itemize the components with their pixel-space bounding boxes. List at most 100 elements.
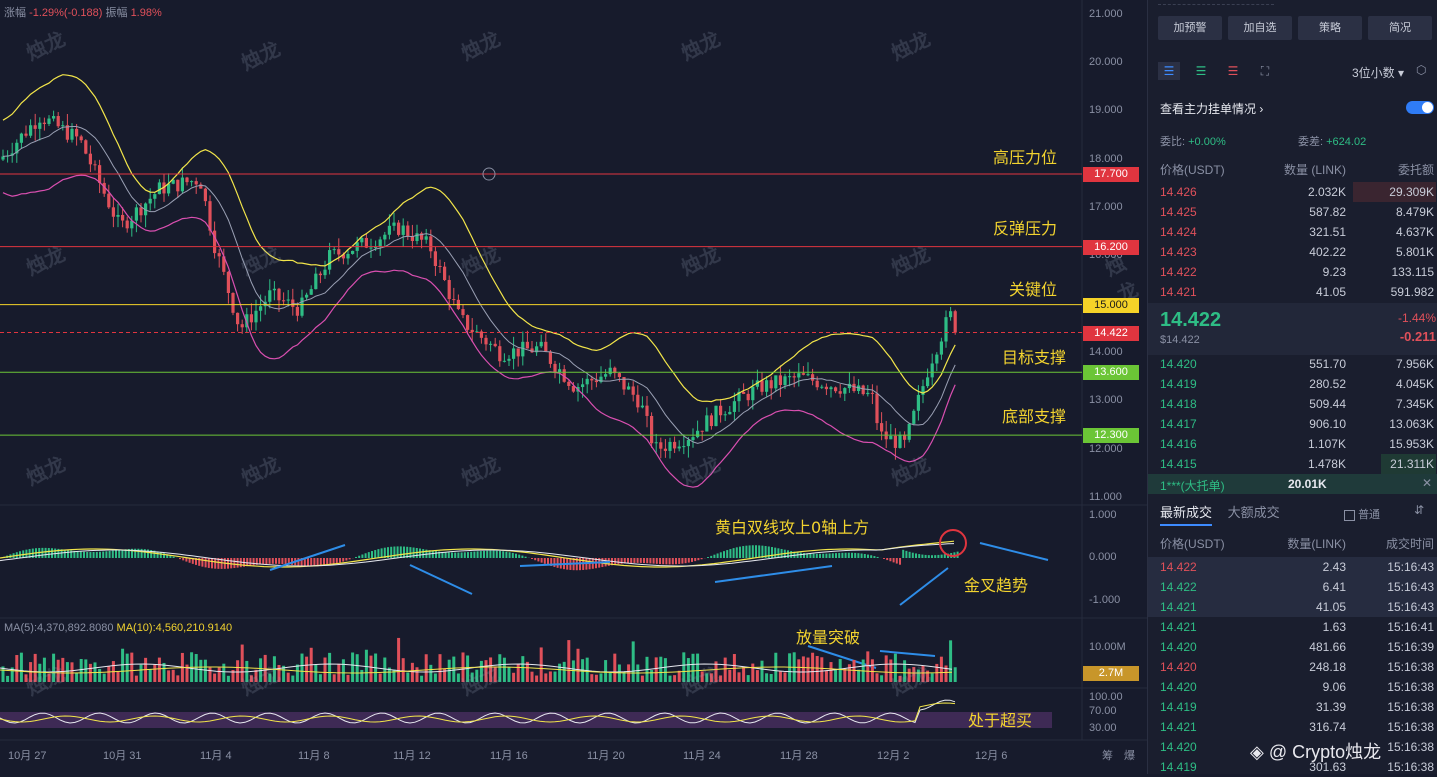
candle-body xyxy=(802,373,805,375)
book-bids-icon[interactable]: ☰ xyxy=(1190,62,1212,80)
overview-button[interactable]: 简况 xyxy=(1368,16,1432,40)
macd-bar xyxy=(848,553,850,558)
axis-tool-label[interactable]: 爆 xyxy=(1124,747,1135,763)
candle-body xyxy=(291,299,294,306)
strategy-button[interactable]: 策略 xyxy=(1298,16,1362,40)
main-orders-toggle[interactable] xyxy=(1406,101,1434,114)
macd-bar xyxy=(358,556,360,558)
chart-area[interactable]: 涨幅 -1.29%(-0.188) 振幅 1.98% 高压力位 反弹压力 关键位… xyxy=(0,0,1147,774)
candle-body xyxy=(489,344,492,345)
volume-bar xyxy=(650,670,653,682)
candle-body xyxy=(714,406,717,426)
macd-bar xyxy=(313,558,315,566)
candle-body xyxy=(84,140,87,153)
decimals-select[interactable]: 3位小数 ▾ xyxy=(1352,64,1404,81)
ma5-label: MA(5):4,370,892.8080 xyxy=(4,622,113,634)
fullscreen-icon[interactable]: ⛶ xyxy=(1254,62,1276,80)
add-alert-button[interactable]: 加预警 xyxy=(1158,16,1222,40)
big-order-row[interactable]: 1***(大托单) 20.01K ✕ xyxy=(1148,474,1437,494)
sort-icon[interactable]: ⇵ xyxy=(1414,503,1424,517)
trade-price: 14.421 xyxy=(1160,720,1260,734)
volume-bar xyxy=(724,658,727,682)
macd-bar xyxy=(678,558,680,564)
ma10-label: MA(10):4,560,210.9140 xyxy=(117,622,233,634)
candle-body xyxy=(388,226,391,235)
normal-checkbox[interactable] xyxy=(1344,510,1355,521)
macd-bar xyxy=(496,551,498,558)
macd-bar xyxy=(445,552,447,558)
volume-bar xyxy=(554,672,557,682)
trade-header-qty[interactable]: 数量(LINK) xyxy=(1260,535,1346,552)
price-level-tag: 13.600 xyxy=(1083,365,1139,380)
macd-bar xyxy=(934,555,936,558)
book-header-qty[interactable]: 数量 (LINK) xyxy=(1260,161,1346,178)
add-favorite-button[interactable]: 加自选 xyxy=(1228,16,1292,40)
candle-body xyxy=(747,394,750,400)
candle-body xyxy=(250,314,253,322)
trade-price: 14.421 xyxy=(1160,600,1260,614)
main-orders-link[interactable]: 查看主力挂单情况 › xyxy=(1160,100,1263,117)
tab-large-trades[interactable]: 大额成交 xyxy=(1228,505,1280,520)
candle-body xyxy=(314,274,317,289)
annotation-arrow xyxy=(880,651,935,656)
volume-bar xyxy=(742,667,745,682)
date-axis-label: 10月 27 xyxy=(8,747,47,763)
macd-bar xyxy=(64,550,66,558)
close-icon[interactable]: ✕ xyxy=(1422,476,1432,490)
book-view-icons: ☰ ☰ ☰ ⛶ xyxy=(1158,62,1276,80)
price-axis-label: 17.000 xyxy=(1089,201,1147,213)
volume-bar xyxy=(107,666,110,682)
candle-body xyxy=(43,123,46,124)
book-both-icon[interactable]: ☰ xyxy=(1158,62,1180,80)
volume-bar xyxy=(291,676,294,682)
axis-tool-label[interactable]: 筹 xyxy=(1102,747,1113,763)
trade-time: 15:16:38 xyxy=(1346,680,1434,694)
macd-bar xyxy=(825,554,827,558)
candle-body xyxy=(687,440,690,446)
footer-brand: ◈ @ Crypto烛龙 xyxy=(1250,738,1381,764)
candle-body xyxy=(871,393,874,394)
candle-body xyxy=(415,233,418,241)
quantity-cell: 906.10 xyxy=(1260,417,1346,431)
candle-body xyxy=(820,387,823,388)
quantity-cell: 9.23 xyxy=(1260,265,1346,279)
macd-bar xyxy=(537,558,539,561)
trade-price: 14.419 xyxy=(1160,760,1260,774)
settings-icon[interactable]: ⬡ xyxy=(1416,63,1426,77)
volume-bar xyxy=(692,654,695,682)
candle-body xyxy=(310,289,313,295)
macd-bar xyxy=(173,557,175,558)
volume-bar xyxy=(885,655,888,682)
candle-body xyxy=(351,251,354,254)
candle-body xyxy=(277,289,280,301)
volume-bar xyxy=(738,672,741,682)
candlestick-chart[interactable] xyxy=(0,0,1147,774)
candle-body xyxy=(149,199,152,204)
volume-bar xyxy=(825,671,828,682)
volume-bar xyxy=(664,658,667,682)
normal-filter[interactable]: 普通 xyxy=(1344,506,1380,522)
macd-bar xyxy=(809,554,811,558)
tab-latest-trades[interactable]: 最新成交 xyxy=(1160,505,1212,526)
volume-bar xyxy=(917,669,920,682)
book-asks-icon[interactable]: ☰ xyxy=(1222,62,1244,80)
volume-bar xyxy=(802,656,805,682)
volume-bar xyxy=(512,673,515,682)
volume-bar xyxy=(586,658,589,682)
macd-bar xyxy=(211,558,213,568)
book-header-amount[interactable]: 委托额 xyxy=(1346,161,1434,178)
